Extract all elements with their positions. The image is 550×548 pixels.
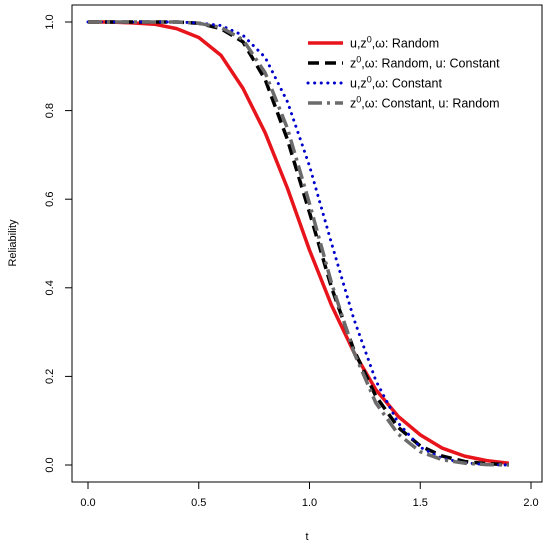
y-tick-label: 0.2 xyxy=(44,369,56,384)
y-axis-title: Reliability xyxy=(7,219,19,267)
x-tick-label: 0.5 xyxy=(191,497,206,509)
series-line-1 xyxy=(88,20,510,465)
y-axis: 0.0 0.2 0.4 0.6 0.8 1.0 xyxy=(44,14,73,473)
y-tick-label: 0.0 xyxy=(44,457,56,472)
y-tick-label: 0.6 xyxy=(44,192,56,207)
x-axis: 0.0 0.5 1.0 1.5 2.0 xyxy=(80,481,539,509)
y-tick-label: 1.0 xyxy=(44,14,56,29)
series-line-2 xyxy=(88,20,509,467)
y-tick-label: 0.8 xyxy=(44,103,56,118)
legend: u,z0,ω: Random z0,ω: Random, u: Constant u… xyxy=(306,35,500,111)
x-tick-label: 1.5 xyxy=(413,497,428,509)
x-tick-label: 0.0 xyxy=(80,497,95,509)
series-layer xyxy=(86,20,511,467)
x-tick-label: 2.0 xyxy=(523,497,538,509)
series-line-3 xyxy=(86,20,511,467)
x-tick-label: 1.0 xyxy=(302,497,317,509)
legend-label-3: u,z0,ω: Constant xyxy=(350,75,442,91)
legend-label-4: z0,ω: Constant, u: Random xyxy=(350,95,500,111)
y-tick-label: 0.4 xyxy=(44,280,56,295)
legend-label-2: z0,ω: Random, u: Constant xyxy=(350,55,500,71)
x-axis-title: t xyxy=(305,531,308,543)
legend-label-1: u,z0,ω: Random xyxy=(350,35,439,51)
series-line-4 xyxy=(88,20,509,467)
